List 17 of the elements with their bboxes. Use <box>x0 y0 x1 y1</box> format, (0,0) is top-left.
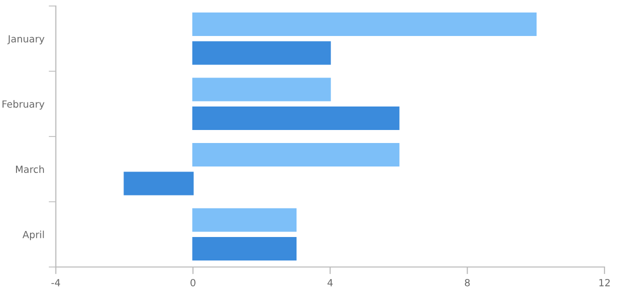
bar <box>192 208 297 232</box>
x-tick-label: 0 <box>190 278 196 286</box>
bar <box>192 106 400 130</box>
bar <box>192 12 537 36</box>
y-tick-label: March <box>16 165 44 173</box>
x-tick-label: 8 <box>464 278 470 286</box>
bar <box>192 142 400 167</box>
y-tick-label: February <box>2 100 44 110</box>
x-tick-label: -4 <box>51 279 60 286</box>
bar <box>192 236 297 261</box>
bar <box>192 78 331 102</box>
bar <box>124 172 194 196</box>
bar <box>192 41 331 65</box>
y-tick-label: April <box>22 230 44 240</box>
x-tick-label: 12 <box>599 278 610 286</box>
y-tick-label: January <box>7 35 44 44</box>
x-tick-label: 4 <box>328 279 333 286</box>
